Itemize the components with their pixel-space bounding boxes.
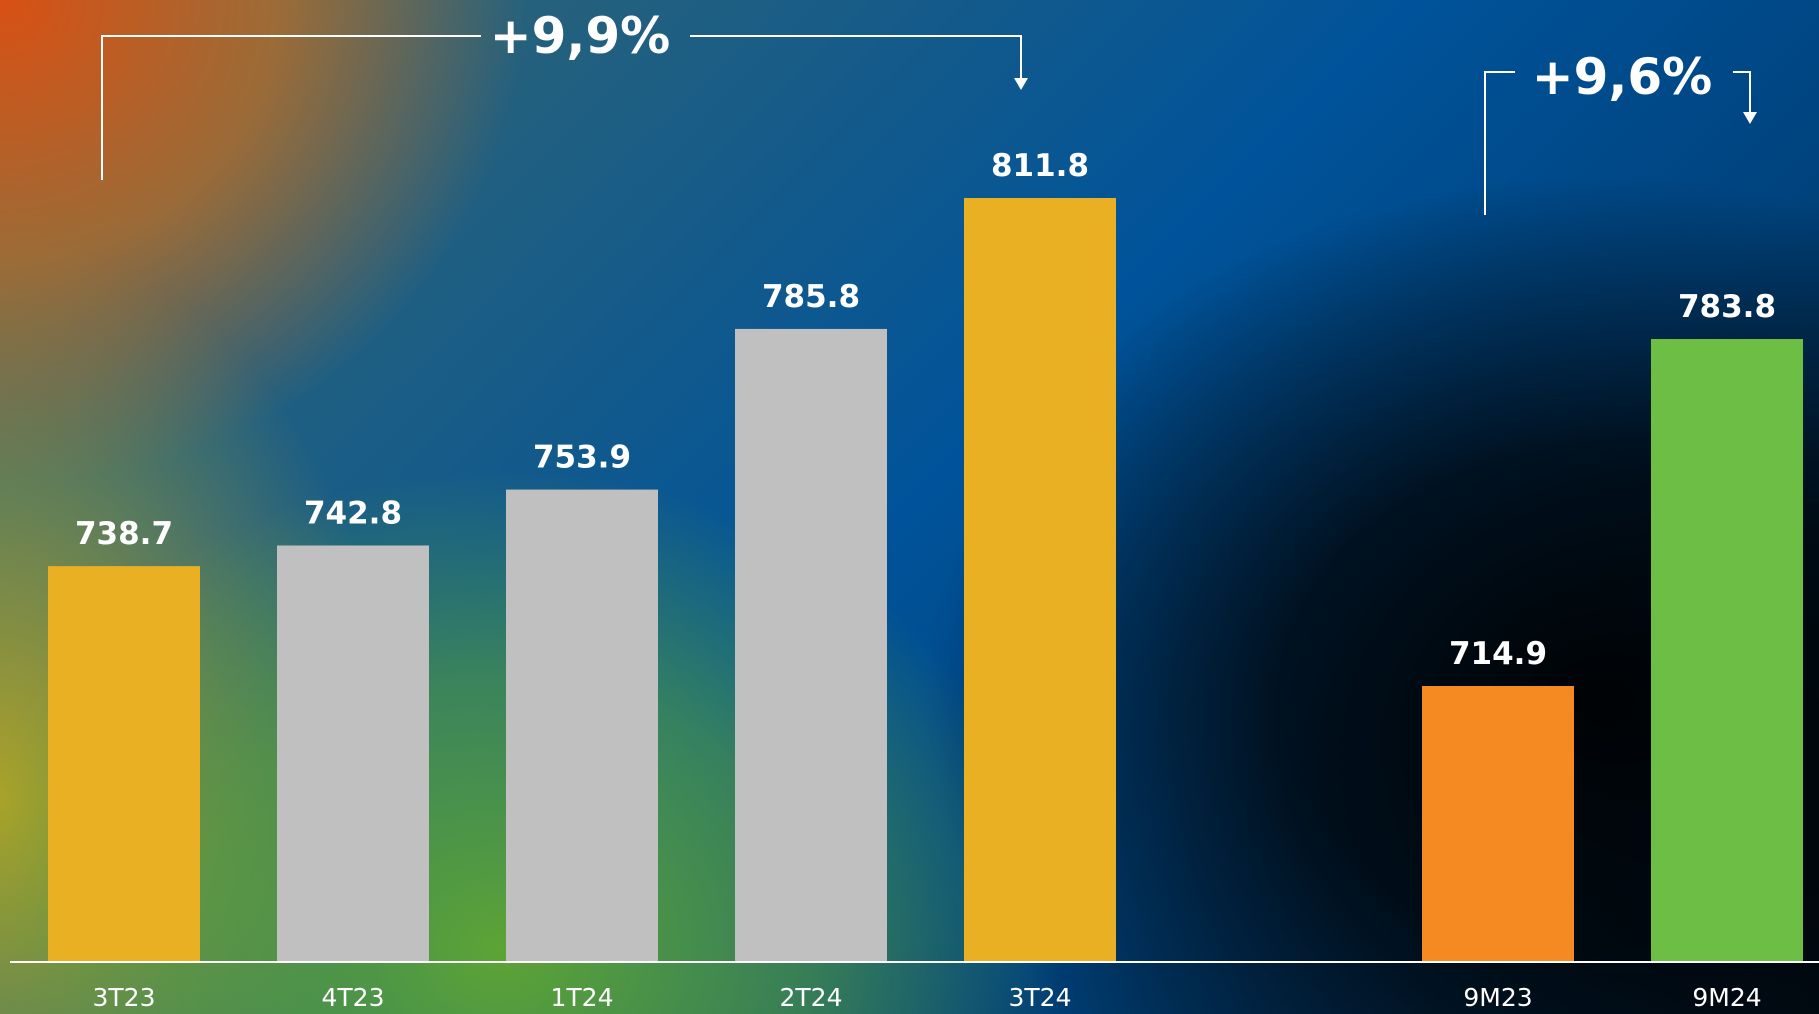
- category-label-1t24: 1T24: [551, 983, 614, 1012]
- labels-layer: 738.7 3T23 742.8 4T23 753.9 1T24 785.8 2T24 811.…: [75, 148, 1776, 1012]
- growth-label-1: +9,9%: [490, 7, 671, 65]
- bar-1t24: [506, 489, 658, 962]
- category-label-9m23: 9M23: [1463, 983, 1532, 1012]
- value-label-2t24: 785.8: [762, 279, 860, 315]
- bar-4t23: [277, 545, 429, 962]
- category-label-9m24: 9M24: [1692, 983, 1761, 1012]
- category-label-2t24: 2T24: [780, 983, 843, 1012]
- category-label-3t23: 3T23: [93, 983, 156, 1012]
- growth-bracket-left-2: [1484, 71, 1515, 215]
- value-label-1t24: 753.9: [533, 440, 631, 476]
- arrow-down-icon: [1743, 112, 1757, 124]
- bar-3t24: [964, 198, 1116, 962]
- category-label-4t23: 4T23: [322, 983, 385, 1012]
- value-label-4t23: 742.8: [304, 495, 402, 531]
- bar-9m24: [1651, 339, 1803, 962]
- bar-9m23: [1422, 686, 1574, 962]
- growth-bracket-right-2: [1733, 71, 1751, 114]
- bars-layer: [48, 198, 1803, 963]
- growth-label-2: +9,6%: [1532, 48, 1713, 106]
- category-label-3t24: 3T24: [1009, 983, 1072, 1012]
- growth-annotation-2: +9,6%: [1484, 48, 1757, 215]
- arrow-down-icon: [1014, 78, 1028, 90]
- growth-bracket-right-1: [690, 35, 1022, 80]
- bar-3t23: [48, 566, 200, 962]
- growth-bracket-left-1: [101, 35, 481, 180]
- bar-2t24: [735, 328, 887, 963]
- value-label-3t23: 738.7: [75, 516, 173, 552]
- growth-annotation-1: +9,9%: [101, 7, 1028, 180]
- value-label-9m23: 714.9: [1449, 636, 1547, 672]
- value-label-3t24: 811.8: [991, 148, 1089, 184]
- value-label-9m24: 783.8: [1678, 289, 1776, 325]
